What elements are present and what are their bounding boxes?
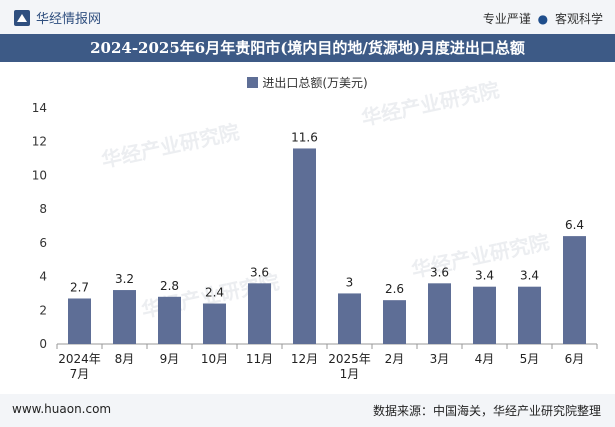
bar [383,300,406,344]
brand[interactable]: 华经情报网 [14,8,101,27]
brand-logo-icon [14,9,30,26]
slogan: 专业严谨 ● 客观科学 [483,10,603,27]
top-bar: 华经情报网 专业严谨 ● 客观科学 [0,0,615,34]
y-tick-label: 6 [39,236,47,250]
y-tick-label: 8 [39,202,47,216]
data-label: 6.4 [565,218,584,232]
bullet-icon: ● [537,12,549,26]
x-tick-label: 8月 [115,352,135,366]
x-tick-label: 9月 [160,352,180,366]
bar [518,286,541,344]
bar [293,148,316,344]
data-label: 2.4 [205,286,224,300]
y-tick-label: 12 [32,135,47,149]
slogan-right: 客观科学 [554,12,603,26]
x-tick-label: 4月 [475,352,495,366]
bar [473,286,496,344]
x-tick-label: 1月 [340,367,360,381]
x-tick-label: 2024年 [58,352,101,366]
bar [563,236,586,344]
chart-title: 2024-2025年6月年贵阳市(境内目的地/货源地)月度进出口总额 [0,34,615,62]
slogan-left: 专业严谨 [482,12,531,26]
x-tick-label: 6月 [565,352,585,366]
y-tick-label: 10 [32,168,47,182]
legend-label: 进出口总额(万美元) [262,76,368,90]
legend-swatch [247,77,259,88]
x-tick-label: 5月 [520,352,540,366]
bar [158,296,181,344]
data-label: 2.8 [160,279,179,293]
data-label: 3 [346,275,354,289]
data-label: 3.6 [250,265,269,279]
data-label: 11.6 [291,130,318,144]
bar [113,290,136,344]
data-label: 2.6 [385,282,404,296]
bar [248,283,271,344]
data-label: 3.4 [475,269,494,283]
chart-legend: 进出口总额(万美元) [0,74,615,91]
bar [68,298,91,344]
x-tick-label: 2025年 [328,352,371,366]
bar [203,303,226,344]
x-tick-label: 12月 [291,352,318,366]
data-label: 2.7 [70,280,89,294]
y-tick-label: 0 [39,337,47,351]
y-tick-label: 4 [39,270,47,284]
brand-name: 华经情报网 [36,12,102,27]
bar [428,283,451,344]
data-label: 3.4 [520,269,539,283]
x-tick-label: 7月 [70,367,90,381]
data-label: 3.2 [115,272,134,286]
footer-source: 数据来源：中国海关，华经产业研究院整理 [372,404,601,418]
x-tick-label: 2月 [385,352,405,366]
x-tick-label: 10月 [201,352,228,366]
y-tick-label: 2 [39,303,47,317]
data-label: 3.6 [430,265,449,279]
x-tick-label: 11月 [246,352,273,366]
footer-site[interactable]: www.huaon.com [12,402,112,416]
y-tick-label: 14 [32,101,47,115]
bar [338,293,361,344]
footer: www.huaon.com 数据来源：中国海关，华经产业研究院整理 [0,394,615,427]
x-tick-label: 3月 [430,352,450,366]
